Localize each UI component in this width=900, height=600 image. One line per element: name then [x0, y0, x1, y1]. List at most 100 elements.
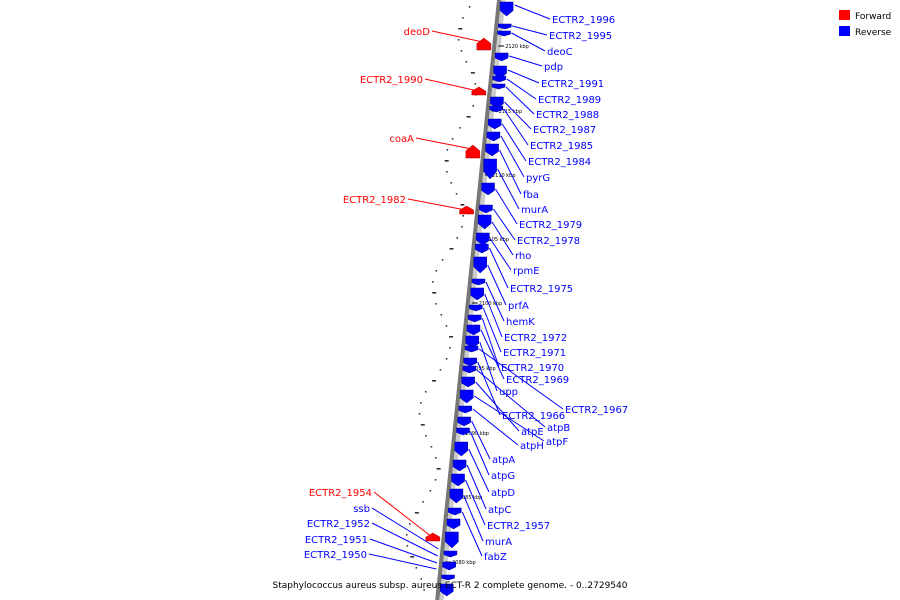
- reverse-gene-glyph[interactable]: [494, 52, 509, 62]
- reverse-gene-label-right[interactable]: fba: [523, 190, 539, 201]
- reverse-gene-label-right[interactable]: atpA: [492, 455, 515, 466]
- reverse-gene-glyph[interactable]: [446, 518, 461, 530]
- reverse-gene-label-right[interactable]: atpB: [547, 423, 570, 434]
- reverse-gene-glyph[interactable]: [470, 287, 484, 301]
- reverse-gene-label-left[interactable]: ECTR2_1950: [304, 550, 367, 561]
- reverse-gene-glyph[interactable]: [483, 158, 497, 180]
- reverse-gene-glyph[interactable]: [473, 256, 487, 274]
- reverse-gene-label-right[interactable]: atpD: [491, 488, 515, 499]
- reverse-gene-glyph[interactable]: [445, 531, 459, 549]
- label-leader-line: [482, 307, 502, 353]
- reverse-gene-label-right[interactable]: atpG: [491, 471, 515, 482]
- reverse-gene-glyph[interactable]: [471, 278, 486, 286]
- reverse-gene-label-right[interactable]: ECTR2_1978: [517, 236, 580, 247]
- reverse-gene-glyph[interactable]: [481, 182, 495, 196]
- reverse-gene-label-right[interactable]: atpE: [521, 427, 544, 438]
- reverse-gene-label-right[interactable]: prfA: [508, 301, 529, 312]
- reverse-gene-glyph[interactable]: [477, 214, 492, 230]
- forward-gene-label[interactable]: coaA: [389, 134, 414, 145]
- reverse-gene-label-right[interactable]: atpC: [488, 505, 511, 516]
- reverse-gene-glyph[interactable]: [475, 243, 489, 254]
- reverse-gene-label-right[interactable]: ECTR2_1967: [565, 405, 628, 416]
- forward-gene-label[interactable]: ECTR2_1954: [309, 488, 372, 499]
- gene-features[interactable]: [425, 1, 514, 597]
- reverse-gene-glyph[interactable]: [448, 507, 462, 516]
- reverse-gene-label-right[interactable]: murA: [521, 205, 548, 216]
- reverse-gene-glyph[interactable]: [452, 459, 467, 472]
- reverse-gene-label-right[interactable]: fabZ: [484, 552, 507, 563]
- reverse-gene-glyph[interactable]: [441, 574, 455, 581]
- reverse-gene-label-right[interactable]: murA: [485, 537, 512, 548]
- reverse-gene-label-right[interactable]: pdp: [544, 62, 563, 73]
- reverse-gene-glyph[interactable]: [493, 65, 507, 79]
- reverse-gene-label-right[interactable]: ECTR2_1984: [528, 157, 591, 168]
- reverse-gene-glyph[interactable]: [465, 335, 480, 349]
- forward-gene-glyph[interactable]: [425, 532, 441, 542]
- reverse-gene-label-right[interactable]: hemK: [506, 317, 535, 328]
- reverse-gene-glyph[interactable]: [443, 550, 458, 558]
- reverse-gene-label-right[interactable]: ECTR2_1989: [538, 95, 601, 106]
- forward-gene-glyph[interactable]: [476, 37, 492, 51]
- reverse-gene-label-right[interactable]: atpH: [520, 441, 544, 452]
- reverse-gene-label-right[interactable]: ECTR2_1966: [502, 411, 565, 422]
- reverse-gene-glyph[interactable]: [497, 30, 511, 37]
- label-leader-line: [484, 293, 503, 338]
- reverse-gene-label-right[interactable]: ECTR2_1971: [503, 348, 566, 359]
- reverse-gene-label-left[interactable]: ECTR2_1951: [305, 535, 368, 546]
- reverse-gene-label-right[interactable]: ECTR2_1975: [510, 284, 573, 295]
- reverse-gene-glyph[interactable]: [461, 376, 475, 388]
- gene-labels[interactable]: deoD ECTR2_1990 coaA ECTR2_1982 ECTR2_1954ss…: [304, 15, 628, 563]
- reverse-gene-label-right[interactable]: ECTR2_1995: [549, 31, 612, 42]
- reverse-gene-glyph[interactable]: [476, 232, 490, 246]
- reverse-gene-glyph[interactable]: [467, 314, 482, 323]
- reverse-gene-label-right[interactable]: ECTR2_1969: [506, 375, 569, 386]
- reverse-gene-glyph[interactable]: [462, 365, 477, 374]
- forward-gene-label[interactable]: deoD: [404, 27, 431, 38]
- forward-gene-label[interactable]: ECTR2_1982: [343, 195, 406, 206]
- reverse-gene-glyph[interactable]: [449, 488, 464, 504]
- reverse-gene-label-right[interactable]: ECTR2_1991: [541, 79, 604, 90]
- reverse-gene-label-right[interactable]: deoC: [547, 47, 573, 58]
- reverse-gene-glyph[interactable]: [439, 583, 454, 597]
- reverse-gene-glyph[interactable]: [454, 441, 469, 457]
- reverse-gene-label-left[interactable]: ssb: [353, 504, 370, 515]
- reverse-gene-label-right[interactable]: ECTR2_1996: [552, 15, 615, 26]
- reverse-gene-label-right[interactable]: ECTR2_1987: [533, 125, 596, 136]
- reverse-gene-glyph[interactable]: [469, 304, 483, 312]
- reverse-gene-glyph[interactable]: [491, 83, 506, 90]
- reverse-gene-label-right[interactable]: ECTR2_1972: [504, 333, 567, 344]
- reverse-gene-glyph[interactable]: [456, 427, 470, 436]
- reverse-gene-label-right[interactable]: upp: [499, 387, 518, 398]
- reverse-gene-label-left[interactable]: ECTR2_1952: [307, 519, 370, 530]
- reverse-gene-label-right[interactable]: ECTR2_1985: [530, 141, 593, 152]
- scale-tick-label: 2120 kbp: [505, 44, 529, 50]
- reverse-gene-glyph[interactable]: [498, 23, 512, 30]
- reverse-gene-glyph[interactable]: [486, 131, 501, 142]
- reverse-gene-label-right[interactable]: atpF: [546, 437, 568, 448]
- reverse-gene-label-right[interactable]: rpmE: [513, 266, 540, 277]
- reverse-gene-glyph[interactable]: [458, 405, 473, 414]
- reverse-gene-label-right[interactable]: rho: [515, 251, 531, 262]
- reverse-gene-glyph[interactable]: [459, 389, 474, 404]
- reverse-gene-glyph[interactable]: [485, 143, 499, 157]
- reverse-gene-glyph[interactable]: [479, 204, 493, 214]
- reverse-gene-glyph[interactable]: [492, 75, 507, 83]
- forward-gene-glyph[interactable]: [459, 205, 474, 215]
- reverse-gene-glyph[interactable]: [463, 357, 477, 367]
- reverse-gene-glyph[interactable]: [466, 324, 481, 336]
- reverse-gene-glyph[interactable]: [464, 345, 479, 353]
- forward-gene-glyph[interactable]: [471, 86, 487, 96]
- reverse-gene-glyph[interactable]: [489, 105, 504, 113]
- reverse-gene-label-right[interactable]: ECTR2_1957: [487, 521, 550, 532]
- reverse-gene-glyph[interactable]: [451, 473, 465, 487]
- reverse-gene-glyph[interactable]: [457, 416, 471, 427]
- reverse-gene-glyph[interactable]: [442, 561, 456, 571]
- reverse-gene-glyph[interactable]: [487, 118, 502, 130]
- forward-gene-label[interactable]: ECTR2_1990: [360, 75, 423, 86]
- reverse-gene-label-right[interactable]: ECTR2_1979: [519, 220, 582, 231]
- reverse-gene-label-right[interactable]: ECTR2_1970: [501, 363, 564, 374]
- reverse-gene-label-right[interactable]: pyrG: [526, 173, 550, 184]
- reverse-gene-glyph[interactable]: [499, 1, 514, 17]
- forward-gene-glyph[interactable]: [465, 144, 481, 159]
- reverse-gene-label-right[interactable]: ECTR2_1988: [536, 110, 599, 121]
